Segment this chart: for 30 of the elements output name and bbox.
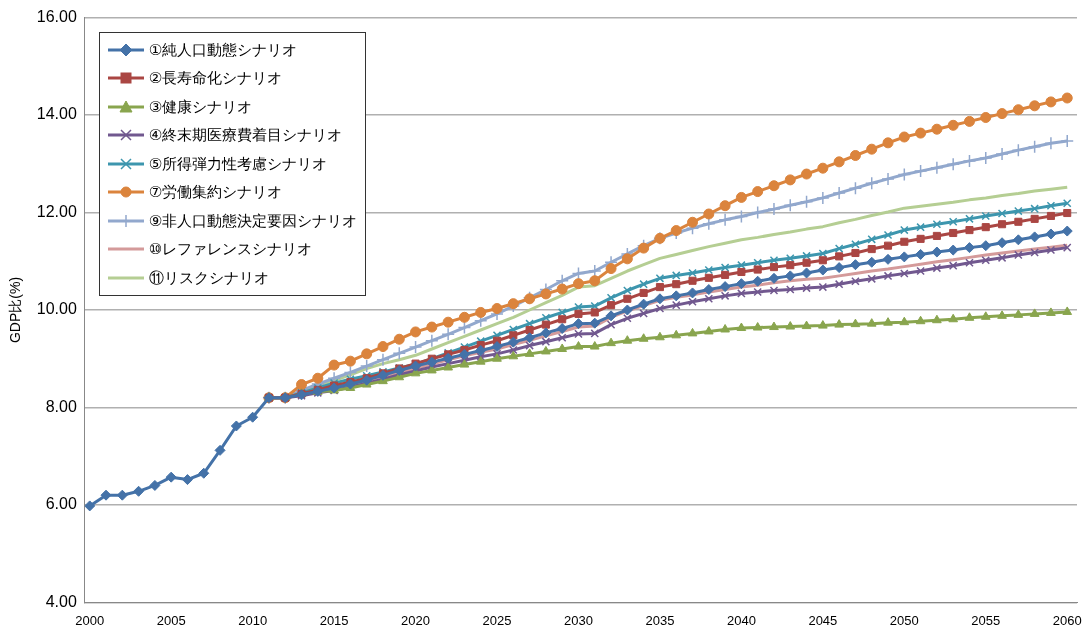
x-tick-label: 2030	[564, 612, 593, 628]
legend-label: ④終末期医療費着目シナリオ	[148, 125, 343, 147]
legend-label: ⑤所得弾力性考慮シナリオ	[148, 153, 328, 175]
x-tick-label: 2000	[75, 612, 105, 628]
y-tick-label: 14.00	[36, 105, 77, 123]
y-tick-label: 8.00	[45, 397, 77, 415]
y-tick-label: 16.00	[36, 8, 77, 26]
legend-label: ①純人口動態シナリオ	[148, 39, 298, 61]
legend-label: ②長寿命化シナリオ	[148, 68, 283, 90]
y-axis-title: GDP比(%)	[7, 276, 24, 344]
y-tick-label: 4.00	[45, 592, 77, 610]
x-tick-label: 2015	[319, 612, 349, 628]
x-tick-label: 2050	[889, 612, 919, 628]
legend-label: ⑩レファレンスシナリオ	[148, 239, 313, 261]
x-tick-label: 2040	[726, 612, 756, 628]
legend-label: ⑪リスクシナリオ	[148, 267, 269, 289]
x-tick-label: 2055	[971, 612, 1001, 628]
x-tick-label: 2060	[1052, 612, 1082, 628]
x-tick-label: 2035	[645, 612, 675, 628]
legend-label: ③健康シナリオ	[148, 96, 253, 118]
x-tick-label: 2020	[401, 612, 431, 628]
x-tick-label: 2010	[238, 612, 268, 628]
x-tick-label: 2005	[156, 612, 186, 628]
y-tick-label: 12.00	[36, 202, 77, 220]
x-tick-label: 2025	[482, 612, 512, 628]
y-tick-label: 10.00	[36, 300, 77, 318]
legend-label: ⑦労働集約シナリオ	[148, 182, 283, 204]
legend-label: ⑨非人口動態決定要因シナリオ	[148, 210, 358, 232]
y-tick-label: 6.00	[45, 495, 77, 513]
x-tick-label: 2045	[808, 612, 838, 628]
